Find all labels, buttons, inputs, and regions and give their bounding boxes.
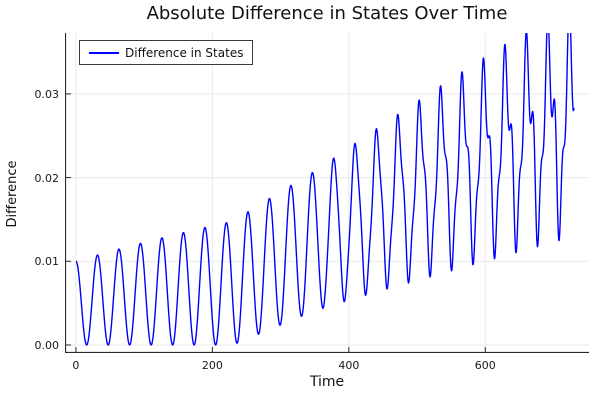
plot-area: [65, 33, 589, 353]
legend-line-sample: [89, 51, 119, 54]
legend: Difference in States: [79, 40, 253, 65]
y-tick-label: 0.01: [34, 255, 60, 269]
y-tick-label: 0.03: [34, 87, 60, 101]
x-tick-label: 400: [338, 359, 360, 372]
chart-title: Absolute Difference in States Over Time: [146, 3, 508, 24]
y-axis-title: Difference: [5, 160, 20, 228]
x-axis-title: Time: [309, 374, 345, 390]
x-tick-label: 600: [474, 359, 496, 372]
series-line-difference-in-states: [75, 33, 575, 346]
x-tick-label: 200: [201, 359, 223, 372]
y-tick-label: 0.00: [34, 338, 60, 352]
x-tick-label: 0: [72, 359, 80, 372]
legend-entry-label: Difference in States: [125, 45, 244, 60]
y-tick-label: 0.02: [34, 171, 60, 185]
